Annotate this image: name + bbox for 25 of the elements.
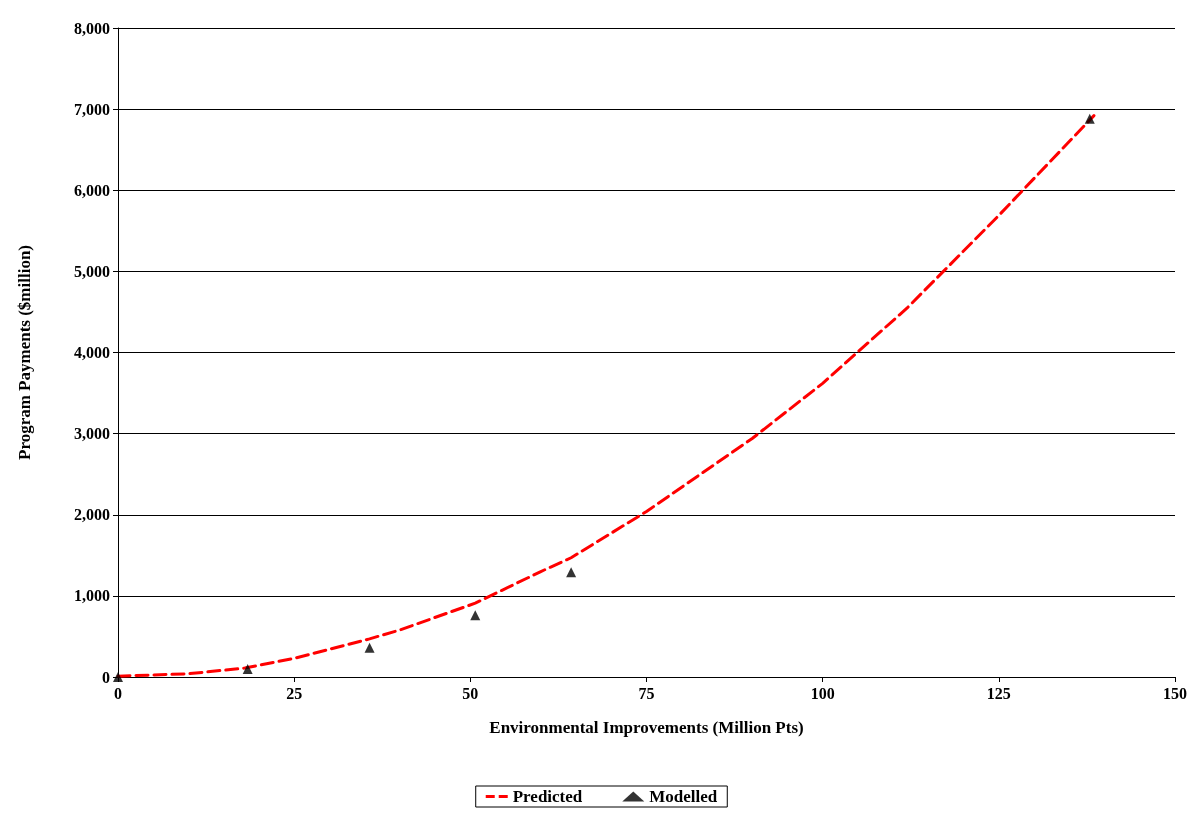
legend-label: Modelled <box>649 787 718 806</box>
point <box>364 642 375 653</box>
y-tick-label: 4,000 <box>74 344 110 361</box>
y-tick-label: 3,000 <box>74 425 110 443</box>
y-tick-label: 5,000 <box>74 262 110 280</box>
y-axis-title: Program Payments ($million) <box>15 245 34 460</box>
point <box>1084 113 1095 124</box>
point <box>470 610 481 621</box>
x-tick-label: 125 <box>986 684 1011 702</box>
y-tick-label: 2,000 <box>74 506 110 524</box>
y-tick-label: 1,000 <box>74 587 110 605</box>
x-tick-label: 50 <box>462 684 479 702</box>
y-tick-label: 0 <box>102 668 110 686</box>
point <box>242 663 253 674</box>
x-tick-label: 25 <box>286 684 303 702</box>
y-tick-label: 7,000 <box>74 100 110 118</box>
x-axis-title: Environmental Improvements (Million Pts) <box>489 718 804 737</box>
x-tick-label: 75 <box>638 684 655 702</box>
x-tick-label: 100 <box>810 684 835 702</box>
y-tick-label: 8,000 <box>74 19 110 37</box>
x-tick-label: 150 <box>1163 684 1187 702</box>
legend-label: Predicted <box>512 787 583 806</box>
x-tick-label: 0 <box>114 684 122 702</box>
point <box>566 567 577 578</box>
y-tick-label: 6,000 <box>74 181 110 199</box>
